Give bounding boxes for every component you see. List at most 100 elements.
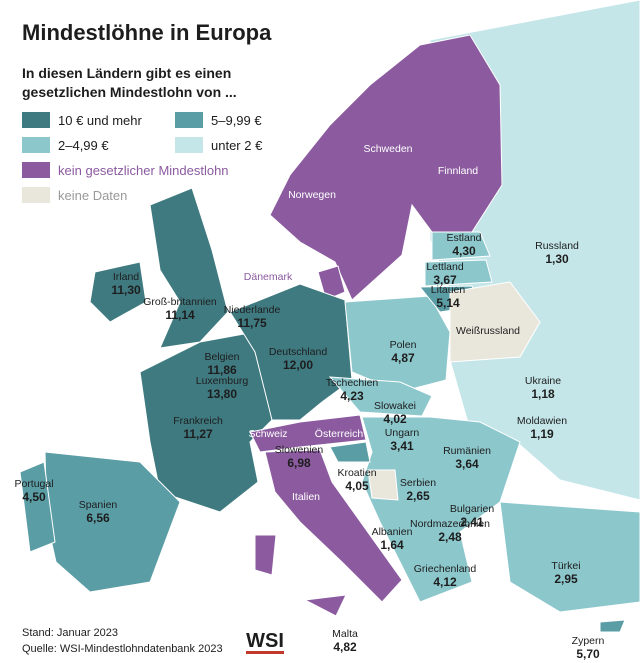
country-value: 11,14 — [165, 308, 195, 322]
country-name: Niederlande — [224, 304, 281, 316]
country-name: Schweiz — [248, 428, 287, 440]
logo: WSI — [246, 630, 284, 652]
country-value: 12,00 — [283, 358, 313, 372]
region-slovenia — [329, 441, 371, 463]
country-value: 11,27 — [183, 427, 213, 441]
country-name: Norwegen — [288, 189, 336, 201]
region-sicily — [303, 594, 347, 617]
logo-box — [244, 624, 286, 652]
subtitle-line: In diesen Ländern gibt es einen — [22, 65, 231, 81]
legend-swatch — [175, 137, 203, 153]
country-value: 2,48 — [438, 530, 462, 544]
country-value: 4,23 — [340, 389, 364, 403]
country-name: Portugal — [14, 478, 53, 490]
country-value: 4,12 — [433, 575, 457, 589]
region-belarus — [449, 281, 541, 363]
country-name: Russland — [535, 240, 579, 252]
legend-swatch — [175, 112, 203, 128]
legend-swatch — [22, 112, 50, 128]
country-name: Frankreich — [173, 415, 223, 427]
country-name: Irland — [113, 271, 139, 283]
legend-label: kein gesetzlicher Mindestlohn — [58, 163, 229, 178]
legend-swatch — [22, 162, 50, 178]
region-turkey — [499, 501, 640, 613]
country-name: Lettland — [426, 261, 464, 273]
region-sardinia — [254, 534, 277, 576]
country-name: Belgien — [204, 351, 239, 363]
country-name: Groß-britannien — [143, 296, 217, 308]
country-value: 5,14 — [436, 296, 460, 310]
country-name: Litauen — [431, 284, 466, 296]
country-value: 2,65 — [406, 489, 430, 503]
region-italy — [264, 449, 403, 603]
legend-label: 2–4,99 € — [58, 138, 109, 153]
country-name: Serbien — [400, 477, 436, 489]
country-value: 4,87 — [391, 351, 415, 365]
country-value: 2,95 — [554, 572, 578, 586]
legend-label: keine Daten — [58, 188, 127, 203]
country-name: Schweden — [363, 143, 412, 155]
region-denmark — [317, 265, 346, 301]
region-france — [139, 331, 273, 513]
country-value: 11,75 — [237, 316, 267, 330]
country-name: Ukraine — [525, 375, 561, 387]
country-name: Deutschland — [269, 346, 328, 358]
country-name: Spanien — [79, 499, 118, 511]
title: Mindestlöhne in Europa — [22, 20, 272, 45]
region-alps — [249, 414, 367, 453]
country-name: Estland — [446, 232, 481, 244]
legend-swatch — [22, 137, 50, 153]
region-bosnia — [367, 469, 399, 501]
country-name: Weißrussland — [456, 325, 520, 337]
country-name: Italien — [292, 491, 320, 503]
country-name: Rumänien — [443, 445, 491, 457]
legend-swatch — [22, 187, 50, 203]
country-name: Kroatien — [337, 467, 376, 479]
country-value: 6,56 — [86, 511, 110, 525]
country-value: 4,05 — [345, 479, 369, 493]
country-name: Zypern — [572, 635, 605, 647]
footer-date: Stand: Januar 2023 — [22, 627, 118, 639]
country-name: Bulgarien — [450, 503, 495, 515]
region-portugal — [19, 461, 56, 553]
country-name: Finnland — [438, 165, 478, 177]
country-value: 11,86 — [207, 363, 237, 377]
country-value: 4,30 — [452, 244, 476, 258]
country-value: 1,18 — [531, 387, 555, 401]
country-name: Albanien — [372, 526, 413, 538]
country-value: 3,67 — [433, 273, 457, 287]
region-ireland — [89, 261, 147, 323]
country-name: Polen — [390, 339, 417, 351]
country-name: Griechenland — [414, 563, 477, 575]
country-name: Moldawien — [517, 415, 567, 427]
country-name: Österreich — [315, 428, 364, 440]
country-value: 4,50 — [22, 490, 46, 504]
country-name: Luxemburg — [196, 375, 249, 387]
country-value: 3,41 — [390, 439, 414, 453]
country-name: Slowenien — [275, 444, 324, 456]
legend-label: 5–9,99 € — [211, 113, 262, 128]
region-cyprus — [599, 619, 626, 633]
country-name: Ungarn — [385, 427, 420, 439]
footer-source: Quelle: WSI-Mindestlohndatenbank 2023 — [22, 643, 223, 655]
country-value: 11,30 — [111, 283, 141, 297]
region-czech-slovakia — [328, 376, 433, 417]
legend: 10 € und mehr 5–9,99 € 2–4,99 € unter 2 … — [22, 112, 263, 203]
region-uk — [149, 187, 229, 349]
country-value: 5,70 — [576, 647, 600, 661]
country-value: 1,30 — [545, 252, 569, 266]
region-estonia — [431, 231, 491, 261]
country-value: 2,41 — [460, 515, 484, 529]
country-value: 13,80 — [207, 387, 237, 401]
country-value: 1,19 — [530, 427, 554, 441]
country-name: Nordmazedonien — [410, 518, 490, 530]
region-balkans — [361, 416, 521, 603]
map-shapes — [19, 0, 640, 633]
country-value: 4,02 — [383, 412, 407, 426]
subtitle-line: gesetzlichen Mindestlohn von ... — [22, 84, 237, 100]
country-value: 6,98 — [287, 456, 311, 470]
country-name: Malta — [332, 628, 358, 640]
country-value: 1,64 — [380, 538, 404, 552]
